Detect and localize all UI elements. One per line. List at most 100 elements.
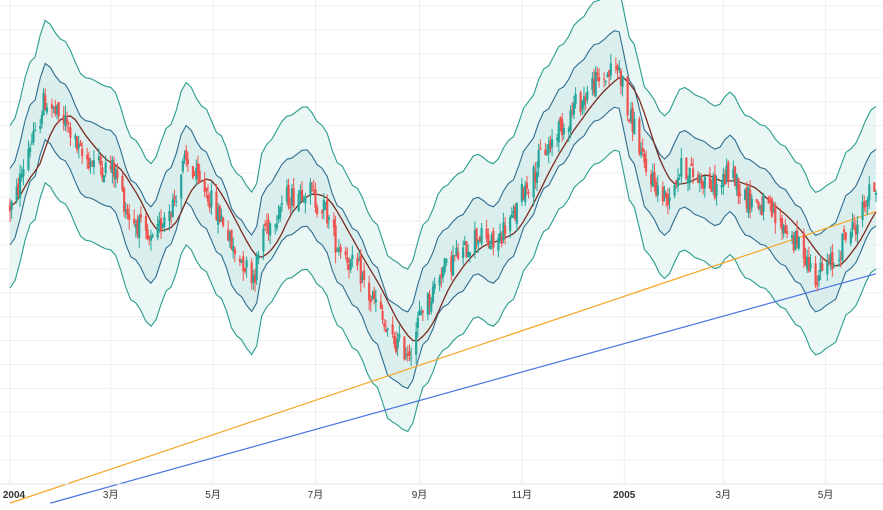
candle — [54, 99, 57, 117]
candle — [841, 232, 844, 264]
candle — [30, 133, 33, 146]
candle — [745, 181, 748, 213]
candle — [149, 229, 153, 251]
candle — [723, 169, 727, 185]
candle — [450, 250, 453, 281]
outer-lower-band — [9, 149, 877, 433]
candle — [485, 219, 488, 243]
candle — [253, 268, 257, 292]
candle — [304, 192, 307, 214]
band-fill — [10, 0, 876, 432]
candle — [104, 155, 107, 177]
candle — [534, 162, 537, 190]
candle — [116, 163, 119, 184]
candle — [638, 116, 641, 156]
candle — [443, 257, 446, 275]
candle — [525, 175, 529, 196]
candle — [680, 148, 683, 185]
candle — [831, 243, 834, 277]
candle — [453, 254, 456, 262]
candle — [874, 189, 878, 203]
candle — [428, 290, 431, 315]
candle — [218, 204, 221, 223]
candle — [193, 170, 196, 176]
candle — [562, 123, 565, 140]
candle — [720, 179, 723, 195]
candle — [344, 246, 347, 260]
candle — [285, 179, 289, 205]
candle — [806, 249, 809, 274]
candle — [603, 72, 606, 88]
candle — [616, 63, 619, 80]
candle — [644, 150, 648, 176]
candle — [89, 157, 92, 174]
candle — [477, 239, 480, 253]
candle — [843, 225, 846, 241]
candle — [351, 245, 354, 268]
candle — [433, 277, 436, 294]
candle — [465, 240, 468, 259]
candle — [663, 185, 666, 202]
candle — [512, 204, 515, 218]
candle — [520, 177, 523, 206]
candle — [592, 68, 596, 97]
candle — [571, 101, 574, 118]
candle — [697, 171, 700, 184]
candle — [816, 275, 819, 292]
candle — [473, 221, 476, 259]
candle — [151, 232, 154, 239]
candle — [359, 249, 362, 292]
candle — [17, 177, 20, 198]
candle — [277, 205, 280, 224]
x-tick-label: 2005 — [613, 490, 636, 501]
candle — [463, 235, 466, 246]
candle — [332, 212, 336, 237]
candle — [287, 178, 290, 210]
candle — [67, 121, 70, 134]
candle — [510, 207, 513, 219]
candle — [217, 203, 220, 234]
candle — [691, 158, 695, 185]
candle — [467, 244, 470, 258]
candle — [391, 316, 394, 338]
candle — [569, 104, 572, 139]
candle — [713, 164, 716, 201]
candle — [289, 197, 292, 214]
candle — [690, 157, 693, 167]
candle — [515, 201, 518, 232]
candle — [168, 204, 171, 231]
candle — [462, 240, 465, 265]
candle — [438, 274, 441, 292]
candle — [732, 160, 735, 183]
candle — [581, 100, 584, 116]
candle — [760, 196, 763, 216]
candle — [550, 128, 554, 157]
candle — [547, 136, 550, 164]
candle — [804, 247, 807, 267]
candle — [206, 184, 210, 207]
candle — [488, 240, 492, 250]
candle — [45, 102, 49, 115]
candle — [755, 198, 758, 204]
candle — [158, 211, 161, 234]
candle — [656, 175, 659, 202]
candle — [274, 223, 277, 235]
candle — [77, 135, 80, 159]
candle — [807, 246, 810, 273]
candle — [159, 209, 163, 240]
candle — [257, 250, 260, 265]
candle — [629, 101, 633, 124]
candle — [678, 173, 681, 181]
candle — [220, 208, 223, 222]
candle — [15, 178, 18, 204]
candle — [441, 266, 445, 283]
candle — [757, 200, 760, 211]
candle — [767, 195, 770, 204]
candle — [416, 311, 419, 338]
candle — [111, 156, 114, 184]
candle — [410, 347, 413, 367]
candle — [539, 139, 542, 151]
candle — [161, 222, 164, 229]
candle — [827, 254, 831, 266]
candle — [792, 231, 795, 254]
